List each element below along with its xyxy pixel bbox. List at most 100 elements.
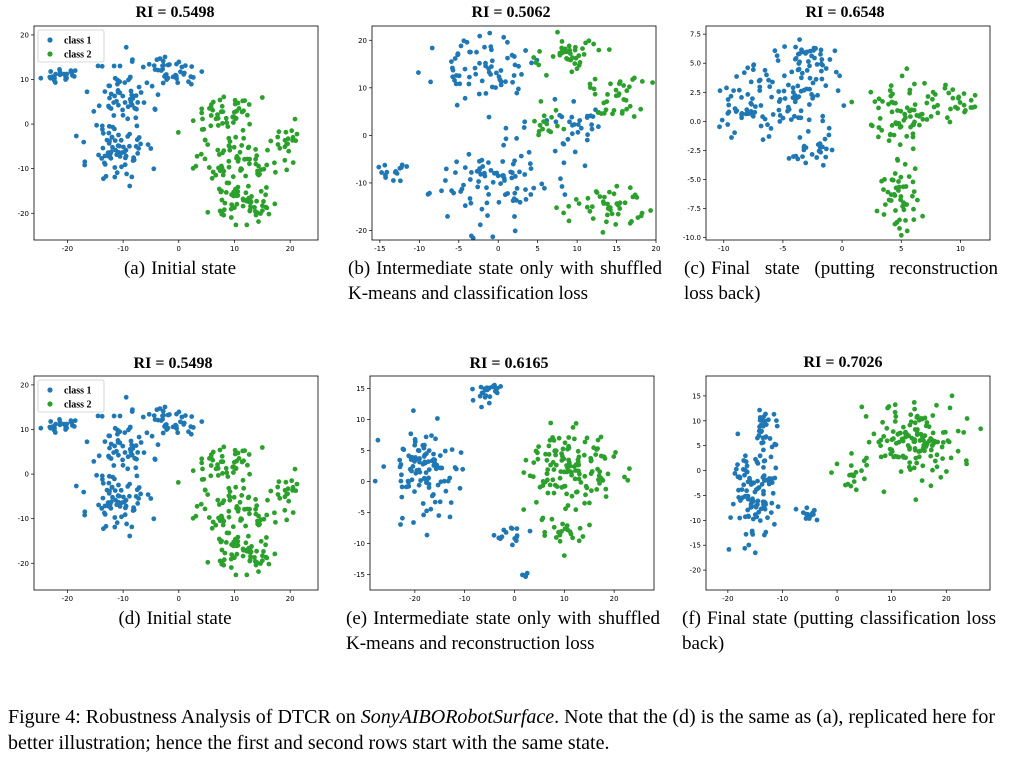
x-tick-label: 10 xyxy=(560,595,569,603)
data-point-class-1 xyxy=(119,500,125,505)
data-point-class-1 xyxy=(768,126,774,131)
data-point-class-2 xyxy=(175,480,181,485)
data-point-class-2 xyxy=(240,203,246,209)
data-point-class-1 xyxy=(126,143,132,149)
data-point-class-1 xyxy=(151,166,157,172)
data-point-class-1 xyxy=(527,161,533,167)
data-point-class-2 xyxy=(231,464,237,470)
data-point-class-2 xyxy=(239,109,245,115)
data-point-class-2 xyxy=(866,439,872,445)
data-point-class-2 xyxy=(925,94,931,99)
data-point-class-2 xyxy=(544,457,550,463)
data-point-class-1 xyxy=(805,511,811,517)
data-point-class-2 xyxy=(600,199,606,205)
data-point-class-1 xyxy=(490,234,496,240)
data-point-class-2 xyxy=(560,446,566,452)
data-point-class-1 xyxy=(123,497,129,503)
data-point-class-2 xyxy=(557,538,563,544)
data-point-class-2 xyxy=(934,402,939,408)
data-point-class-2 xyxy=(584,485,590,491)
y-tick-label: -10.0 xyxy=(683,234,701,242)
data-point-class-2 xyxy=(602,194,607,200)
data-point-class-1 xyxy=(768,510,774,515)
data-point-class-2 xyxy=(198,151,204,157)
data-point-class-1 xyxy=(170,74,176,80)
data-point-class-1 xyxy=(115,88,121,93)
data-point-class-2 xyxy=(914,432,920,438)
data-point-class-1 xyxy=(762,67,768,73)
data-point-class-1 xyxy=(112,515,118,520)
data-point-class-1 xyxy=(829,147,835,153)
data-point-class-1 xyxy=(719,117,725,123)
data-point-class-2 xyxy=(240,546,246,552)
data-point-class-1 xyxy=(170,424,176,430)
data-point-class-2 xyxy=(283,129,289,135)
data-point-class-1 xyxy=(818,61,824,67)
data-point-class-1 xyxy=(584,137,590,143)
data-point-class-1 xyxy=(818,51,823,57)
data-point-class-1 xyxy=(158,68,164,73)
data-point-class-2 xyxy=(928,114,934,119)
data-point-class-1 xyxy=(497,77,503,82)
x-tick-label: -20 xyxy=(62,245,73,253)
y-tick-label: 20 xyxy=(20,31,29,39)
data-point-class-1 xyxy=(804,505,810,511)
data-point-class-2 xyxy=(289,128,295,134)
data-point-class-1 xyxy=(755,498,761,504)
data-point-class-2 xyxy=(208,473,214,479)
data-point-class-1 xyxy=(503,136,509,142)
data-point-class-1 xyxy=(788,117,794,122)
data-point-class-2 xyxy=(200,466,205,472)
data-point-class-2 xyxy=(570,425,576,430)
data-point-class-2 xyxy=(853,487,859,493)
data-point-class-1 xyxy=(798,88,804,94)
data-point-class-1 xyxy=(820,162,826,168)
y-tick-label: -20 xyxy=(18,560,29,568)
scatter-svg-c: -10 -5 0 5 10 7.5 5.0 2.5 0.0 -2.5 -5.0 -7.5 -10.0 xyxy=(683,25,991,253)
y-tick-label: 0.0 xyxy=(690,118,701,126)
data-point-class-1 xyxy=(125,134,131,139)
axes-frame xyxy=(369,375,655,591)
data-point-class-1 xyxy=(467,49,472,55)
data-point-class-2 xyxy=(234,201,240,207)
data-point-class-2 xyxy=(215,147,221,153)
data-point-class-1 xyxy=(145,142,151,147)
data-point-class-2 xyxy=(892,402,898,408)
data-point-class-1 xyxy=(91,109,97,114)
data-point-class-2 xyxy=(582,500,587,506)
data-point-class-2 xyxy=(546,443,552,449)
data-point-class-2 xyxy=(926,438,932,444)
data-point-class-2 xyxy=(907,90,912,96)
data-point-class-2 xyxy=(893,414,899,419)
data-point-class-2 xyxy=(891,132,897,138)
data-point-class-1 xyxy=(199,419,205,424)
data-point-class-1 xyxy=(491,532,497,538)
data-point-class-1 xyxy=(119,150,125,155)
data-point-class-2 xyxy=(902,111,908,117)
data-point-class-1 xyxy=(120,93,126,99)
data-point-class-2 xyxy=(277,145,283,151)
data-point-class-2 xyxy=(542,533,548,538)
data-point-class-1 xyxy=(101,526,106,532)
data-point-class-2 xyxy=(931,440,937,446)
data-point-class-1 xyxy=(467,177,473,182)
data-point-class-1 xyxy=(409,477,415,483)
data-point-class-2 xyxy=(253,212,259,218)
data-point-class-1 xyxy=(99,123,105,129)
data-point-class-1 xyxy=(416,482,422,488)
data-point-class-1 xyxy=(420,501,426,506)
data-point-class-2 xyxy=(268,138,274,144)
data-point-class-2 xyxy=(227,139,233,144)
data-point-class-1 xyxy=(110,494,115,500)
data-point-class-2 xyxy=(555,29,560,35)
data-point-class-1 xyxy=(792,99,798,105)
data-point-class-1 xyxy=(411,408,416,414)
data-point-class-2 xyxy=(890,429,896,434)
data-point-class-2 xyxy=(553,107,559,113)
data-point-class-2 xyxy=(955,428,961,434)
scatter-svg-e: -20 -10 0 10 20 15 10 5 0 -5 -10 -15 xyxy=(354,375,655,603)
data-point-class-1 xyxy=(739,487,745,492)
data-point-class-1 xyxy=(72,68,78,73)
data-point-class-2 xyxy=(912,166,918,172)
data-point-class-2 xyxy=(199,456,205,462)
